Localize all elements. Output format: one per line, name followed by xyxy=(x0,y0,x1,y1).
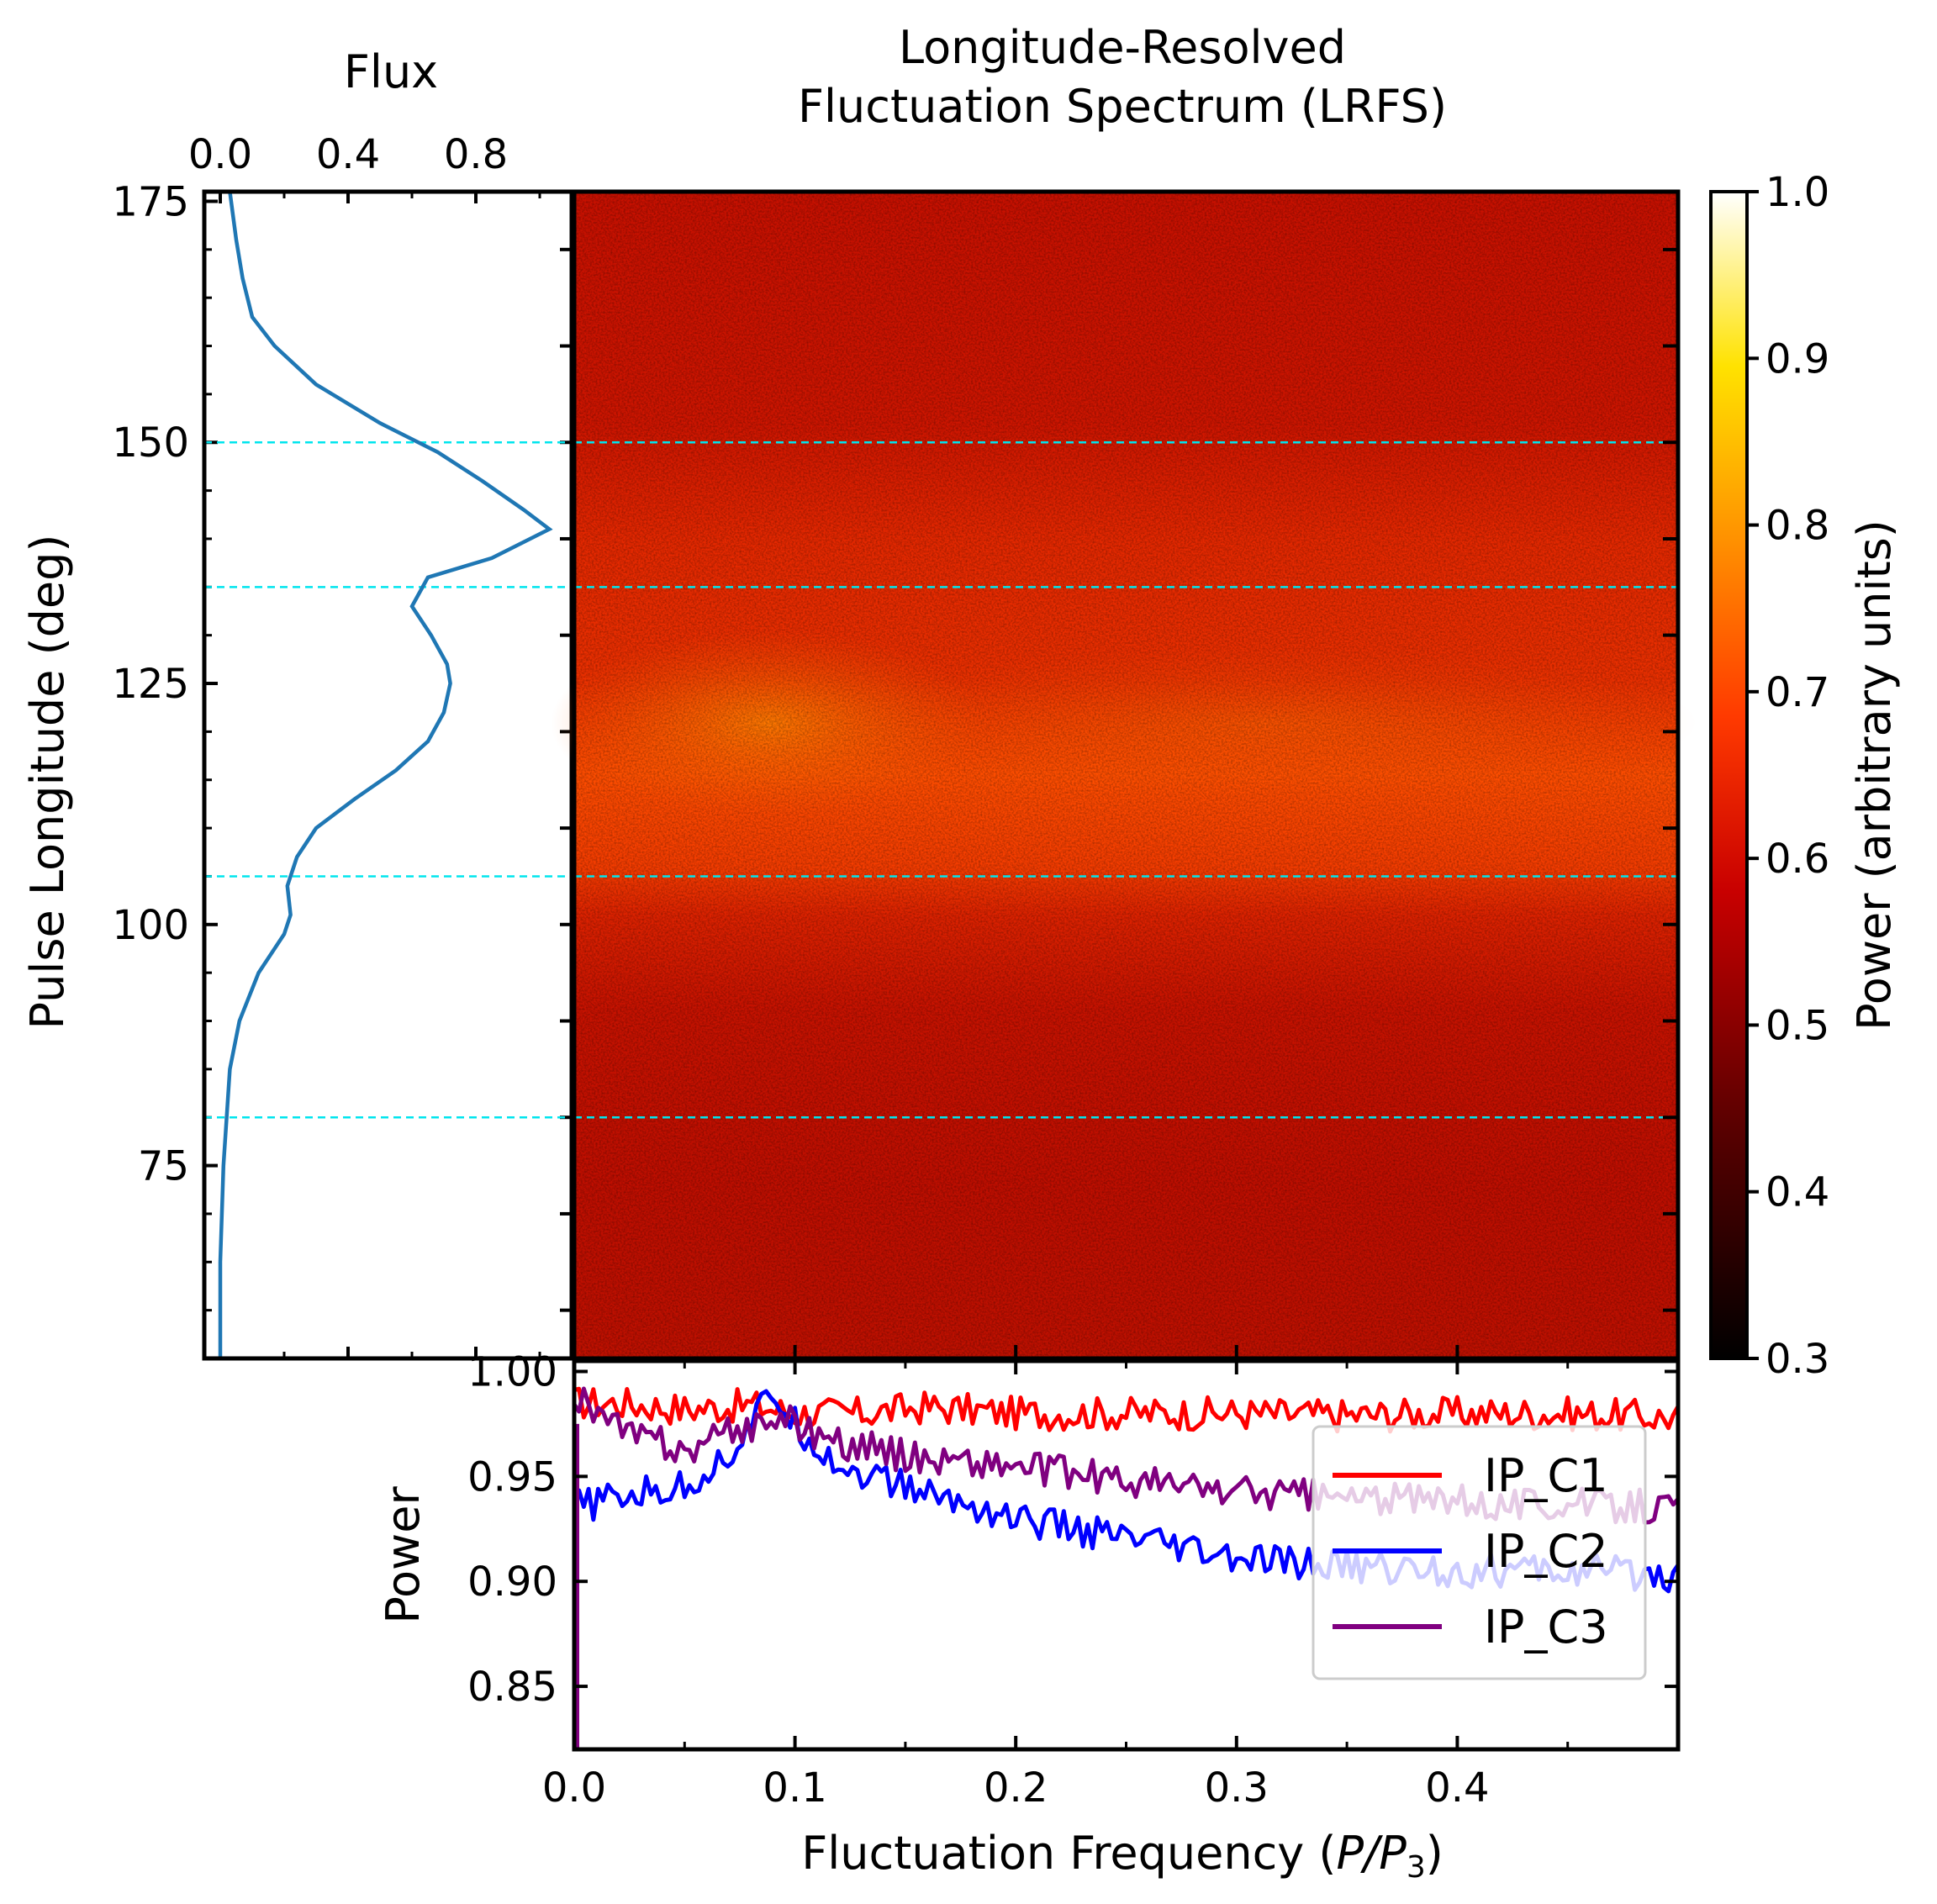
colorbar-tick-label: 0.6 xyxy=(1765,836,1829,883)
colorbar: 0.3 0.4 0.5 0.6 0.7 0.8 0.9 1.0 Power (arbitrar… xyxy=(1709,169,1901,1383)
spectra-y-ticks: 0.85 0.90 0.95 1.00 xyxy=(467,1348,1678,1711)
lrfs-title-line-1: Longitude-Resolved xyxy=(899,21,1346,74)
spectra-x-axis-label: Fluctuation Frequency (P/P3) xyxy=(801,1827,1444,1885)
profile-frame xyxy=(202,189,574,1361)
legend-label: IP_C1 xyxy=(1484,1449,1608,1502)
legend-label: IP_C2 xyxy=(1484,1525,1608,1578)
legend-box xyxy=(1312,1425,1647,1680)
profile-x-tick-label: 0.8 xyxy=(444,131,508,178)
colorbar-tick-label: 1.0 xyxy=(1765,169,1829,216)
spectra-x-tick-label: 0.3 xyxy=(1205,1764,1269,1812)
profile-line xyxy=(218,191,553,1358)
colorbar-tick-label: 0.4 xyxy=(1765,1169,1829,1216)
profile-y-tick-label: 125 xyxy=(112,661,189,708)
profile-y-ticks: 75 100 125 150 175 xyxy=(112,178,572,1312)
spectra-x-tick-label: 0.2 xyxy=(984,1764,1048,1812)
spectra-y-tick-label: 1.00 xyxy=(467,1348,557,1395)
profile-x-tick-label: 0.0 xyxy=(188,131,252,178)
colorbar-ticks: 0.3 0.4 0.5 0.6 0.7 0.8 0.9 1.0 xyxy=(1747,169,1829,1383)
spectra-frame xyxy=(572,1358,1681,1752)
colorbar-tick-label: 0.7 xyxy=(1765,669,1829,716)
legend-label: IP_C3 xyxy=(1484,1601,1608,1653)
lrfs-ticks xyxy=(793,247,1678,1358)
profile-title: Flux xyxy=(344,45,438,98)
colorbar-tick-label: 0.3 xyxy=(1765,1336,1829,1383)
profile-y-tick-label: 75 xyxy=(138,1143,189,1190)
lrfs-frame xyxy=(572,189,1681,1361)
profile-x-tick-label: 0.4 xyxy=(316,131,380,178)
spectra-y-tick-label: 0.95 xyxy=(467,1453,557,1501)
spectra-y-tick-label: 0.90 xyxy=(467,1559,557,1606)
spectra-y-tick-label: 0.85 xyxy=(467,1664,557,1711)
profile-y-tick-label: 175 xyxy=(112,178,189,225)
colorbar-tick-label: 0.8 xyxy=(1765,503,1829,550)
spectra-panel: 0.0 0.1 0.2 0.3 0.4 0.85 0.90 0.95 1.00 Power F… xyxy=(377,1348,1681,1885)
profile-reference-lines xyxy=(204,440,572,1119)
colorbar-frame xyxy=(1709,190,1749,1360)
colorbar-label: Power (arbitrary units) xyxy=(1848,520,1901,1031)
lrfs-panel: Longitude-Resolved Fluctuation Spectrum … xyxy=(551,21,1698,1361)
lrfs-reference-lines xyxy=(574,440,1678,1119)
colorbar-tick-label: 0.9 xyxy=(1765,335,1829,382)
spectra-x-tick-label: 0.1 xyxy=(763,1764,826,1812)
spectra-x-ticks: 0.0 0.1 0.2 0.3 0.4 xyxy=(542,1361,1570,1812)
profile-x-ticks: 0.0 0.4 0.8 xyxy=(188,131,541,1358)
profile-y-axis-label: Pulse Longitude (deg) xyxy=(21,534,74,1029)
profile-y-tick-label: 150 xyxy=(112,419,189,467)
lrfs-noise xyxy=(574,192,1678,1358)
colorbar-gradient xyxy=(1711,192,1747,1358)
spectra-x-tick-label: 0.0 xyxy=(542,1764,606,1812)
colorbar-tick-label: 0.5 xyxy=(1765,1002,1829,1049)
spectra-y-axis-label: Power xyxy=(377,1486,430,1624)
legend: IP_C1 IP_C2 IP_C3 xyxy=(1312,1425,1647,1680)
lrfs-title-line-2: Fluctuation Spectrum (LRFS) xyxy=(798,80,1447,133)
spectrum-line-ip-c1 xyxy=(573,1386,1681,1434)
profile-y-tick-label: 100 xyxy=(112,902,189,949)
legend-items: IP_C1 IP_C2 IP_C3 xyxy=(1333,1449,1608,1653)
profile-panel: Flux 0.0 0.4 0.8 75 100 125 150 175 Pulse Long… xyxy=(21,45,574,1361)
spectra-x-tick-label: 0.4 xyxy=(1425,1764,1489,1812)
